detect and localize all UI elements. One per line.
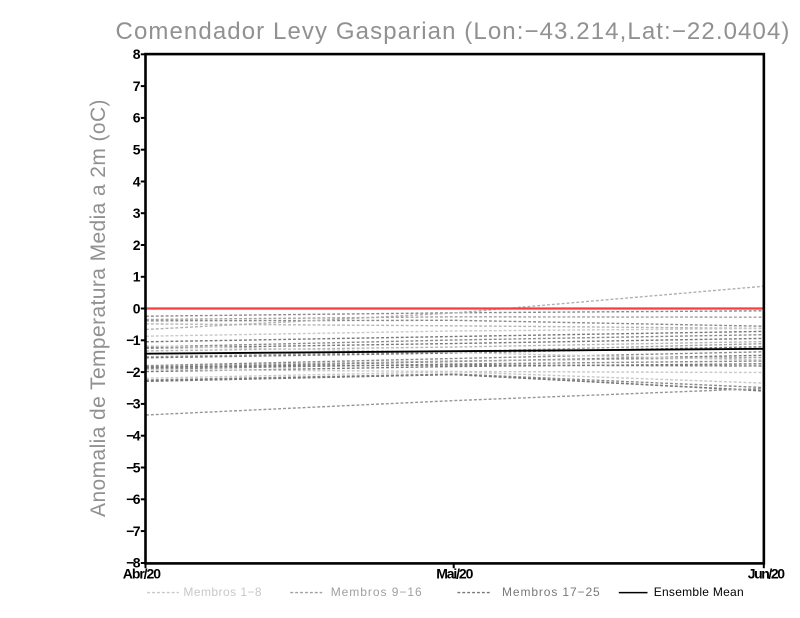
svg-text:−7: −7 xyxy=(126,523,141,539)
svg-text:6: 6 xyxy=(133,110,141,126)
svg-text:Ensemble Mean: Ensemble Mean xyxy=(654,585,744,599)
svg-text:Comendador Levy Gasparian (Lon: Comendador Levy Gasparian (Lon:−43.214,L… xyxy=(116,18,791,45)
svg-text:Abr/20: Abr/20 xyxy=(123,565,161,581)
svg-text:−4: −4 xyxy=(126,428,141,444)
svg-text:−1: −1 xyxy=(126,332,141,348)
svg-text:4: 4 xyxy=(133,173,141,189)
svg-text:Membros 17−25: Membros 17−25 xyxy=(502,585,600,599)
svg-text:2: 2 xyxy=(133,237,141,253)
svg-text:8: 8 xyxy=(133,46,141,62)
svg-text:−2: −2 xyxy=(126,364,141,380)
svg-text:Anomalia de Temperatura Media: Anomalia de Temperatura Media a 2m (oC) xyxy=(87,99,110,517)
svg-text:Jun/20: Jun/20 xyxy=(748,565,785,581)
svg-text:Membros 9−16: Membros 9−16 xyxy=(331,585,422,599)
svg-text:−5: −5 xyxy=(126,459,141,475)
svg-text:3: 3 xyxy=(133,205,141,221)
svg-text:5: 5 xyxy=(133,142,141,158)
svg-text:0: 0 xyxy=(133,300,141,316)
svg-text:−8: −8 xyxy=(126,555,141,571)
svg-text:7: 7 xyxy=(133,78,141,94)
svg-text:−6: −6 xyxy=(126,491,141,507)
svg-text:Mai/20: Mai/20 xyxy=(436,565,473,581)
svg-text:Membros 1−8: Membros 1−8 xyxy=(183,585,262,599)
svg-text:1: 1 xyxy=(133,269,141,285)
svg-text:−3: −3 xyxy=(126,396,141,412)
